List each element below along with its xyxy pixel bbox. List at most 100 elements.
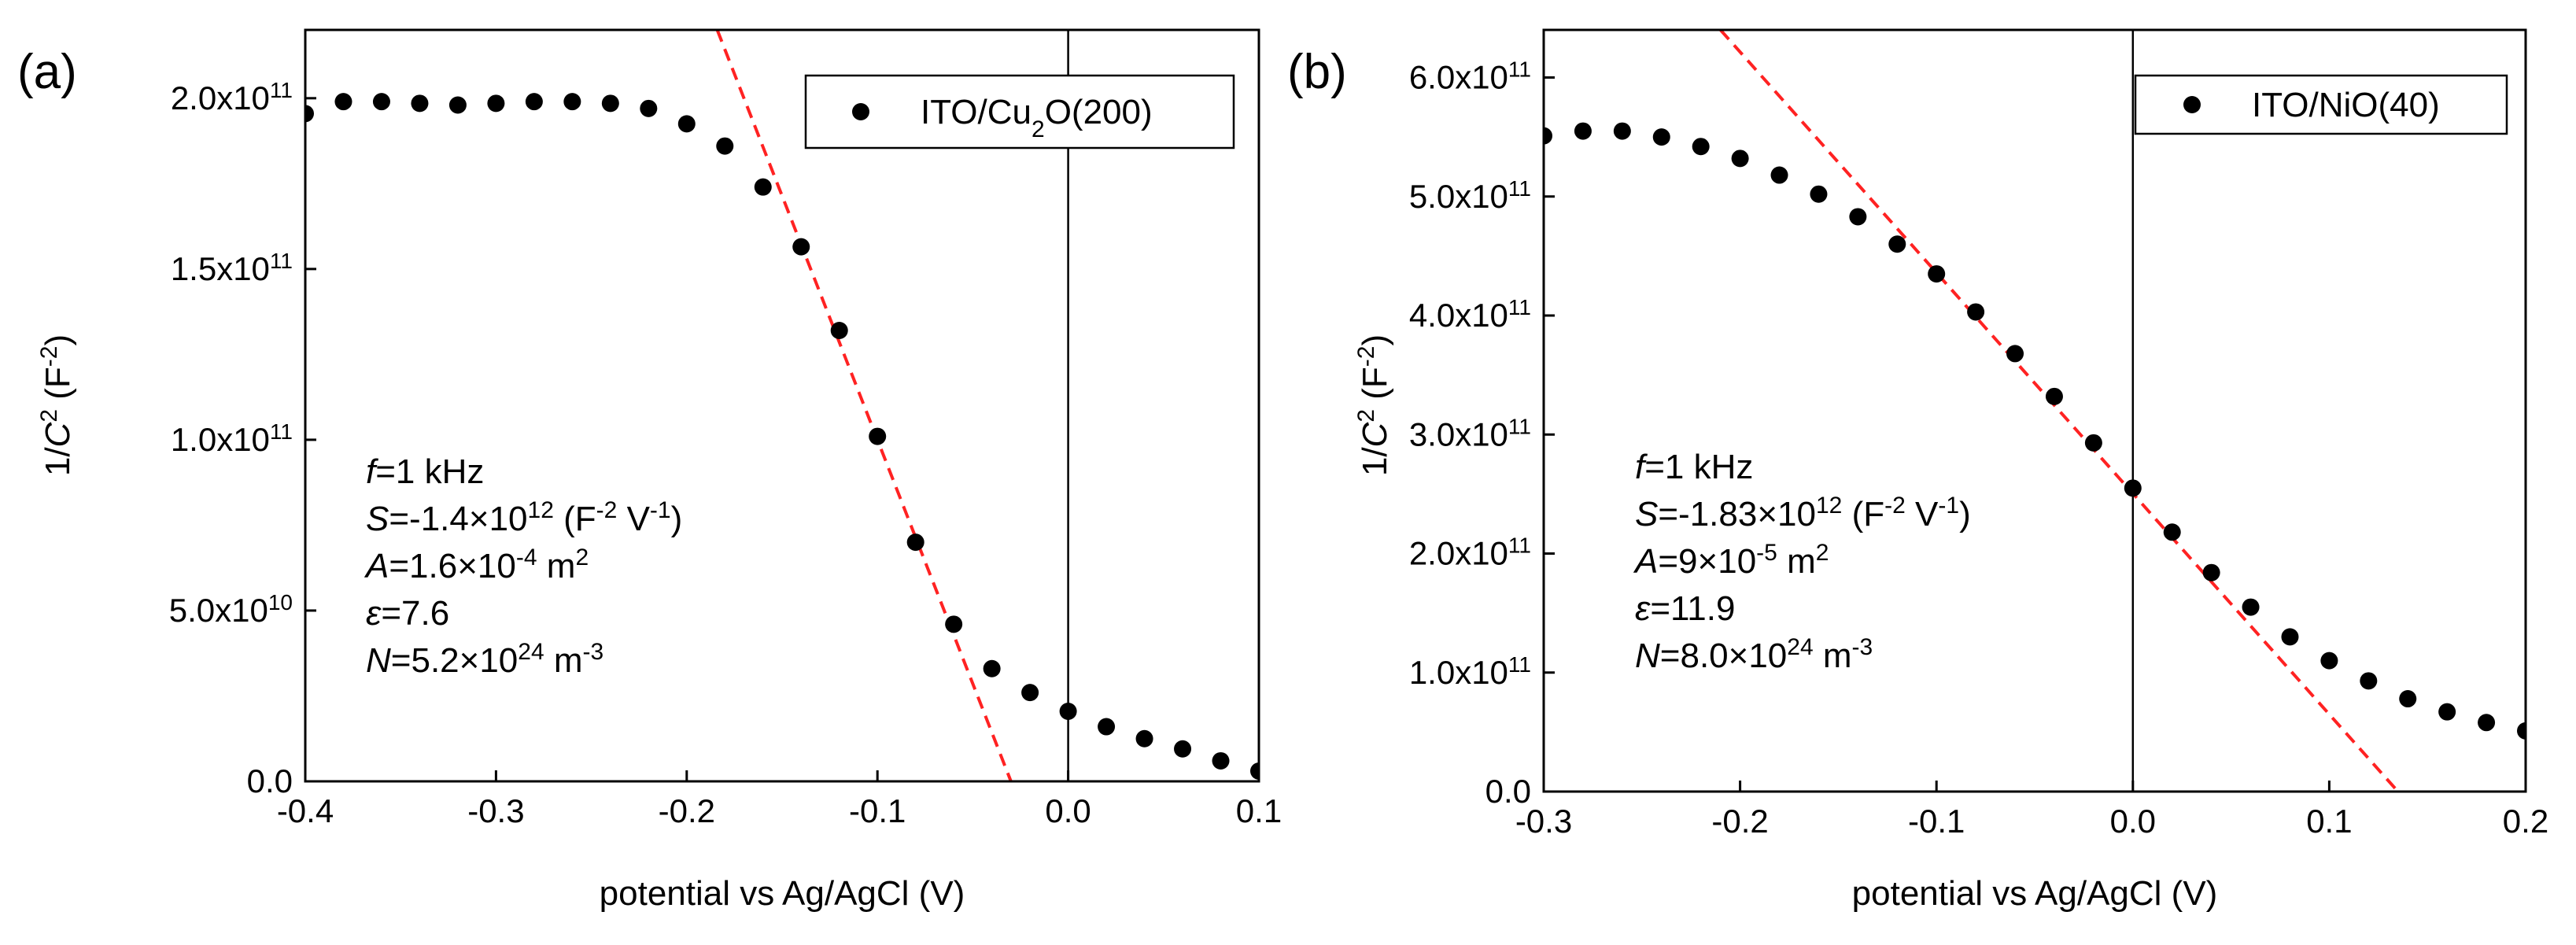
annotation-line: f=1 kHz bbox=[366, 452, 484, 491]
annotation-text: =1 kHz bbox=[1644, 448, 1753, 486]
data-point bbox=[2438, 703, 2456, 721]
data-point bbox=[2124, 479, 2142, 497]
annotation-line: N=5.2×1024 m-3 bbox=[366, 639, 603, 681]
annotation-text: ) bbox=[671, 500, 683, 538]
data-point bbox=[1212, 751, 1230, 770]
y-axis-label-variable: C bbox=[39, 421, 77, 447]
data-point bbox=[305, 105, 314, 123]
data-point bbox=[1888, 235, 1906, 253]
data-point bbox=[2006, 345, 2024, 363]
panel-label: (b) bbox=[1287, 45, 1347, 99]
y-axis-label-unit-exponent: -2 bbox=[36, 346, 62, 367]
annotation-superscript: 24 bbox=[518, 639, 544, 665]
data-point bbox=[2517, 722, 2526, 740]
y-tick-label: 1.0x1011 bbox=[1409, 652, 1531, 691]
annotation-text: S bbox=[366, 500, 389, 538]
data-point bbox=[525, 93, 543, 111]
x-axis-label: potential vs Ag/AgCl (V) bbox=[600, 874, 965, 913]
annotation-text: =-1.4×10 bbox=[389, 500, 527, 538]
data-point bbox=[716, 137, 734, 155]
x-tick-label: -0.1 bbox=[849, 792, 906, 829]
annotation-superscript: -2 bbox=[1884, 493, 1906, 519]
x-tick-label: -0.4 bbox=[277, 792, 334, 829]
annotation-superscript: -5 bbox=[1756, 540, 1777, 566]
data-point bbox=[983, 659, 1001, 677]
y-tick-label: 0.0 bbox=[1485, 773, 1531, 810]
data-point bbox=[2163, 523, 2181, 541]
annotation-superscript: -2 bbox=[596, 497, 618, 523]
x-tick-label: 0.0 bbox=[1045, 792, 1091, 829]
data-point bbox=[601, 94, 619, 113]
annotation-text: ) bbox=[1959, 495, 1971, 533]
x-axis-label: potential vs Ag/AgCl (V) bbox=[1852, 874, 2218, 913]
y-axis-label-unit: (F bbox=[1356, 367, 1394, 409]
data-point bbox=[1021, 684, 1039, 702]
y-tick-label-exponent: 10 bbox=[268, 589, 293, 614]
y-tick-label: 1.5x1011 bbox=[171, 248, 293, 287]
y-tick-label-base: 6.0x10 bbox=[1409, 59, 1508, 96]
data-point bbox=[1967, 303, 1985, 321]
data-point bbox=[677, 115, 696, 133]
data-point bbox=[869, 427, 887, 445]
y-tick-label: 6.0x1011 bbox=[1409, 57, 1531, 96]
x-tick-label: -0.3 bbox=[467, 792, 524, 829]
y-tick-label-exponent: 11 bbox=[270, 419, 293, 443]
x-tick-label: 0.1 bbox=[1236, 792, 1282, 829]
legend-label: ITO/Cu2O(200) bbox=[921, 93, 1153, 142]
data-point bbox=[1098, 718, 1116, 736]
annotation-text: N bbox=[1635, 637, 1660, 675]
data-point bbox=[1135, 729, 1153, 748]
annotation-text: V bbox=[617, 500, 650, 538]
annotation-text: =5.2×10 bbox=[391, 641, 519, 680]
annotation-text: m bbox=[1777, 542, 1816, 581]
annotation-text: m bbox=[544, 641, 583, 680]
data-point bbox=[1652, 128, 1670, 146]
y-tick-label: 0.0 bbox=[247, 762, 293, 799]
annotation-text: =1 kHz bbox=[375, 452, 484, 491]
y-tick-label-base: 3.0x10 bbox=[1409, 415, 1508, 452]
data-point bbox=[2360, 672, 2378, 690]
annotation-line: ε=7.6 bbox=[366, 594, 449, 633]
y-tick-label-exponent: 11 bbox=[1508, 414, 1531, 438]
y-tick-label-base: 1.0x10 bbox=[171, 421, 270, 458]
data-point bbox=[563, 93, 581, 111]
annotation-text: V bbox=[1906, 495, 1939, 533]
annotation-superscript: -4 bbox=[516, 544, 537, 570]
annotation-line: A=1.6×10-4 m2 bbox=[364, 544, 589, 586]
legend-label-subscript: 2 bbox=[1032, 116, 1045, 142]
y-tick-label-base: 1.0x10 bbox=[1409, 654, 1508, 691]
data-point bbox=[830, 322, 848, 339]
x-tick-label: -0.2 bbox=[659, 792, 715, 829]
y-tick-label: 1.0x1011 bbox=[171, 419, 293, 458]
y-axis-label: 1/C2 (F-2) bbox=[1353, 334, 1395, 476]
data-point bbox=[487, 94, 505, 113]
data-point bbox=[2045, 387, 2063, 405]
y-axis-label: 1/C2 (F-2) bbox=[36, 334, 78, 476]
data-point bbox=[1731, 150, 1749, 168]
panel-a: (a) -0.4 -0.3 -0.2 -0.1 0.0 0.1 0.0 5.0x1010 1.0x… bbox=[17, 28, 1282, 913]
annotation-line: S=-1.4×1012 (F-2 V-1) bbox=[366, 497, 682, 539]
y-tick-label-base: 2.0x10 bbox=[1409, 535, 1508, 572]
annotation-text: ε bbox=[1635, 589, 1651, 628]
data-point bbox=[754, 178, 772, 196]
plot-frame bbox=[1542, 28, 2527, 793]
y-axis-label-suffix: ) bbox=[39, 334, 77, 346]
data-point bbox=[2399, 690, 2417, 708]
y-tick-label-exponent: 11 bbox=[1508, 295, 1531, 319]
x-tick-label: 0.2 bbox=[2503, 803, 2548, 840]
y-axis-label-unit: (F bbox=[39, 367, 77, 409]
legend-marker bbox=[2183, 96, 2201, 113]
data-point bbox=[1770, 166, 1788, 184]
panel-b: (b)-0.3 -0.2 -0.1 0.0 0.1 0.20.01.0x10112.0x1… bbox=[1287, 28, 2548, 913]
y-tick-label: 5.0x1011 bbox=[1409, 175, 1531, 215]
annotation-text: m bbox=[1814, 637, 1852, 675]
annotation-line: ε=11.9 bbox=[1635, 589, 1735, 628]
y-tick-label-exponent: 11 bbox=[1508, 652, 1531, 676]
annotation-text: =7.6 bbox=[381, 594, 449, 633]
y-tick-label-exponent: 11 bbox=[270, 248, 293, 272]
y-axis-label-prefix: 1/ bbox=[1356, 447, 1394, 476]
data-point bbox=[1574, 122, 1592, 140]
annotation-superscript: 24 bbox=[1787, 634, 1813, 660]
x-tick-label: -0.2 bbox=[1711, 803, 1768, 840]
